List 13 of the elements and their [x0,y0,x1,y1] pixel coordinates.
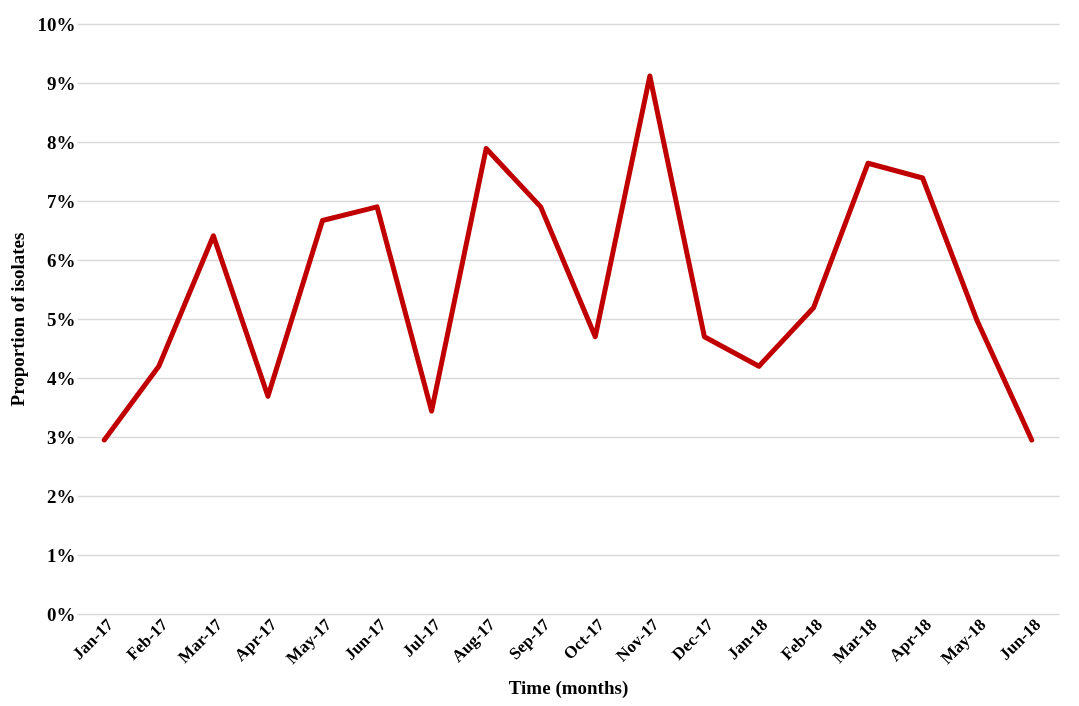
y-tick-label: 4% [47,367,76,389]
y-tick-label: 1% [47,544,76,566]
y-tick-label: 9% [47,72,76,94]
y-tick-label: 0% [47,603,76,625]
y-axis-title: Proportion of isolates [6,232,28,407]
y-tick-label: 7% [47,190,76,212]
x-axis-title: Time (months) [508,677,629,700]
y-tick-label: 10% [37,13,76,35]
y-tick-label: 8% [47,131,76,153]
y-tick-label: 2% [47,485,76,507]
y-tick-label: 3% [47,426,76,448]
y-tick-label: 5% [47,308,76,330]
y-tick-label: 6% [47,249,76,271]
